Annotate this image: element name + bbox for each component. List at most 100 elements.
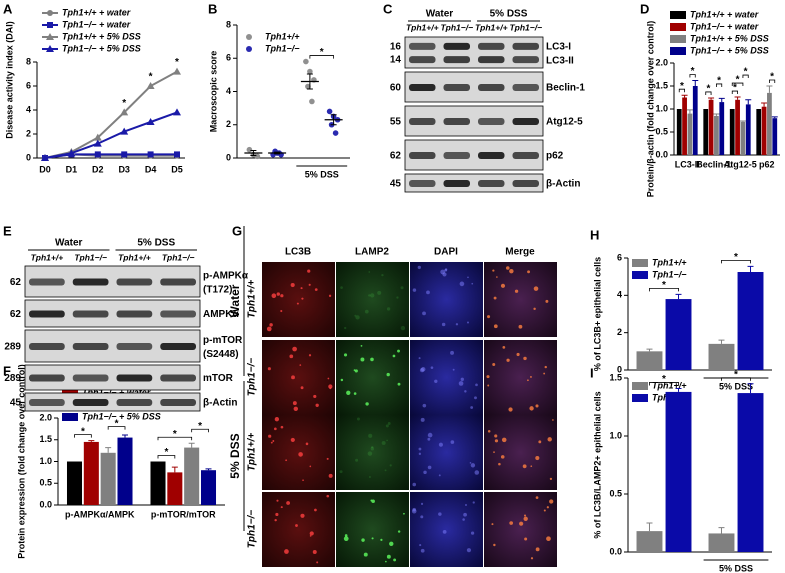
y-tick-label: 4 (26, 104, 31, 114)
mw-label: 45 (10, 398, 22, 409)
cell-signal (545, 299, 549, 303)
cell-signal (403, 512, 405, 515)
protein-label: LC3-II (546, 55, 574, 66)
cell-signal (441, 322, 446, 327)
error-bar (761, 102, 768, 107)
column-label: LC3B (285, 247, 311, 258)
bar (772, 118, 778, 155)
significance-bracket (689, 74, 696, 78)
cell-signal (389, 541, 394, 546)
cell-signal (418, 357, 421, 360)
cell-signal (360, 357, 365, 362)
bar (100, 452, 116, 505)
cell-signal (387, 422, 391, 425)
mw-label: 55 (390, 117, 402, 128)
data-point (332, 130, 339, 136)
cell-signal (397, 530, 401, 533)
y-tick-label: 1.5 (609, 372, 622, 382)
legend-swatch (632, 394, 648, 402)
cell-signal (274, 427, 277, 431)
blot-band (512, 42, 539, 50)
x-tick-label: LC3-II (675, 159, 700, 169)
error-bar (122, 434, 128, 438)
y-tick-label: 6 (617, 252, 622, 262)
group-label: 5% DSS (137, 238, 175, 249)
cell-signal (496, 276, 498, 278)
protein-label: p62 (546, 151, 564, 162)
significance-bracket (678, 88, 685, 93)
blot-band (478, 84, 505, 91)
legend-swatch (62, 413, 78, 421)
cell-signal (487, 384, 490, 387)
protein-label: Atg12-5 (546, 117, 583, 128)
error-bar (675, 387, 682, 392)
blot-band (478, 56, 505, 64)
cell-signal (509, 521, 514, 525)
blot-strip (24, 392, 201, 412)
x-tick-label: p62 (759, 159, 775, 169)
cell-signal (355, 458, 359, 462)
marker (47, 22, 53, 28)
blot-band (443, 84, 470, 91)
column-label: DAPI (434, 247, 458, 258)
mw-label: 60 (390, 83, 402, 94)
y-tick-label: 2.0 (39, 412, 52, 422)
annotation: * (733, 83, 737, 94)
bar (708, 343, 735, 370)
y-tick-label: 1.0 (609, 430, 622, 440)
legend-swatch (670, 11, 686, 19)
legend-swatch (632, 271, 648, 279)
annotation: * (320, 47, 324, 58)
bar (714, 115, 719, 155)
panel-letter: C (383, 1, 393, 16)
y-tick-label: 6 (26, 80, 31, 90)
cell-signal (292, 346, 297, 352)
cell-signal (412, 288, 417, 292)
bar (184, 447, 200, 505)
bar (729, 109, 735, 155)
micrograph (262, 340, 335, 415)
group-label: Water (228, 284, 242, 317)
series-line (44, 70, 178, 159)
blot-band (409, 118, 436, 125)
cell-signal (271, 293, 277, 299)
bar (735, 99, 740, 155)
marker (46, 45, 54, 52)
blot-band (409, 56, 436, 64)
cell-signal (386, 307, 391, 311)
cell-signal (458, 381, 464, 386)
cell-signal (506, 358, 510, 362)
cell-signal (466, 321, 470, 324)
lane-label: Tph1−/− (74, 252, 107, 262)
data-point (303, 58, 309, 65)
cell-signal (266, 326, 272, 332)
annotation: * (122, 98, 126, 109)
cell-signal (523, 514, 527, 517)
marker (120, 127, 129, 135)
protein-label: mTOR (203, 373, 234, 384)
blot-band (116, 374, 153, 382)
y-tick-label: 4 (617, 290, 622, 300)
cell-signal (276, 499, 279, 502)
micrograph (262, 262, 335, 337)
cell-signal (426, 290, 430, 295)
protein-label: p-mTOR (203, 335, 243, 346)
row-label: Tph1−/− (247, 358, 258, 397)
cell-signal (508, 407, 513, 412)
blot-band (478, 42, 505, 50)
cell-signal (268, 434, 272, 438)
cell-signal (467, 276, 469, 279)
cell-signal (450, 350, 454, 355)
blot-band (72, 278, 109, 286)
protein-label: β-Actin (546, 179, 580, 190)
cell-signal (518, 324, 523, 329)
cell-signal (427, 465, 432, 470)
cell-signal (315, 403, 319, 407)
cell-signal (329, 387, 332, 390)
y-axis-label: Protein/β-actin (fold change over contro… (645, 21, 655, 198)
significance-bracket (649, 288, 679, 292)
significance-bracket (721, 260, 751, 264)
cell-signal (500, 455, 505, 459)
cell-signal (370, 499, 373, 502)
